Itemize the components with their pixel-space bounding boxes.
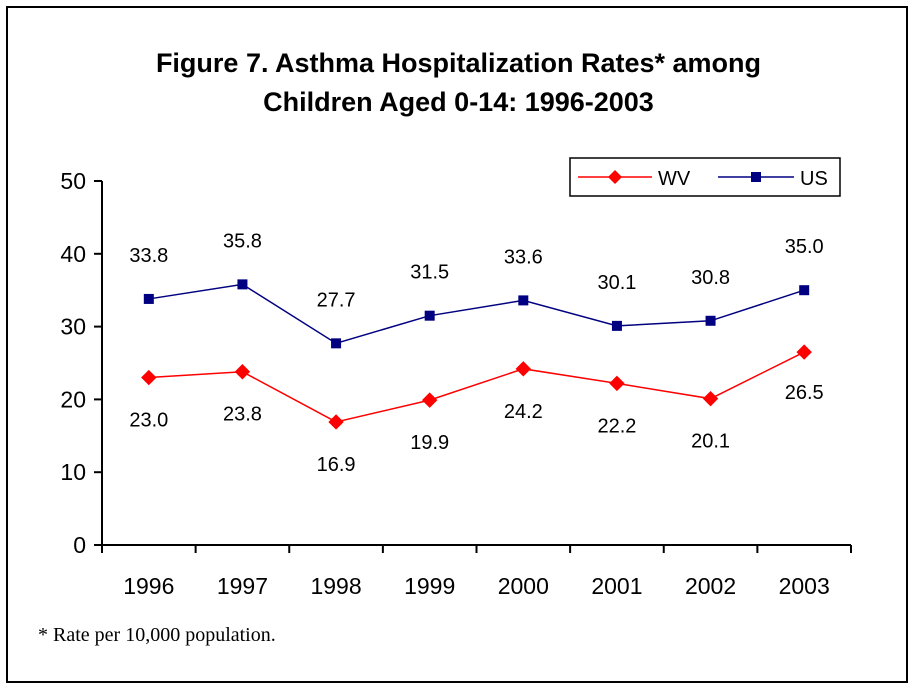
chart-title-line2: Children Aged 0-14: 1996-2003 (263, 87, 654, 117)
series-lines (141, 279, 812, 430)
legend-label-wv: WV (658, 168, 691, 190)
data-label-wv: 22.2 (597, 415, 636, 437)
wv-point (515, 361, 532, 377)
figure-frame (6, 6, 908, 683)
data-label-us: 31.5 (410, 262, 449, 284)
x-tick-label: 1996 (123, 573, 174, 599)
us-point (705, 315, 716, 326)
data-labels: 23.0 23.8 16.9 19.9 24.2 22.2 20.1 26.5 33.8 35.8… (129, 230, 823, 476)
legend-marker-us (751, 172, 761, 182)
us-point (237, 279, 248, 290)
us-point (799, 285, 810, 296)
wv-point (141, 369, 157, 386)
x-tick-label: 2000 (498, 573, 549, 599)
data-label-us: 35.0 (785, 236, 824, 258)
series-line-us (148, 283, 805, 345)
wv-point (328, 414, 344, 430)
wv-point (234, 364, 251, 380)
data-label-us: 33.8 (129, 245, 168, 267)
data-label-wv: 23.0 (129, 410, 168, 432)
data-label-us: 27.7 (317, 289, 356, 311)
wv-point (421, 392, 438, 408)
us-point (424, 310, 435, 321)
x-tick-label: 1998 (310, 573, 361, 599)
data-label-wv: 23.8 (223, 404, 262, 426)
chart-axes: 0 10 20 30 40 50 1996 1997 1998 1999 2000 2001 2002 2… (60, 168, 852, 599)
data-label-wv: 20.1 (691, 431, 730, 453)
legend-marker-wv (608, 170, 622, 184)
legend: WV US (569, 157, 841, 197)
data-label-wv: 19.9 (410, 432, 449, 454)
data-label-wv: 26.5 (785, 382, 824, 404)
y-tick-label: 40 (60, 241, 86, 267)
data-label-us: 33.6 (504, 246, 543, 268)
legend-label-us: US (800, 168, 828, 190)
y-tick-label: 30 (60, 314, 86, 340)
x-tick-label: 2003 (779, 573, 830, 599)
data-label-wv: 24.2 (504, 401, 543, 423)
x-tick-label: 1999 (404, 573, 455, 599)
x-tick-label: 2002 (685, 573, 736, 599)
wv-point (702, 390, 719, 407)
x-tick-label: 2001 (591, 573, 642, 599)
y-tick-label: 20 (60, 386, 86, 412)
footnote: * Rate per 10,000 population. (38, 624, 276, 646)
x-tick-label: 1997 (217, 573, 268, 599)
us-point (611, 320, 622, 331)
us-point (331, 338, 342, 349)
us-point (143, 293, 154, 304)
wv-point (609, 375, 625, 392)
data-label-us: 35.8 (223, 230, 262, 252)
chart-title-line1: Figure 7. Asthma Hospitalization Rates* … (155, 48, 762, 78)
us-point (518, 295, 529, 306)
data-label-us: 30.8 (691, 267, 730, 289)
y-tick-label: 0 (73, 532, 86, 558)
data-label-wv: 16.9 (317, 454, 356, 476)
y-tick-label: 10 (60, 459, 86, 485)
data-label-us: 30.1 (597, 272, 636, 294)
series-line-wv (148, 351, 805, 423)
y-tick-label: 50 (60, 168, 86, 194)
wv-point (796, 344, 812, 360)
